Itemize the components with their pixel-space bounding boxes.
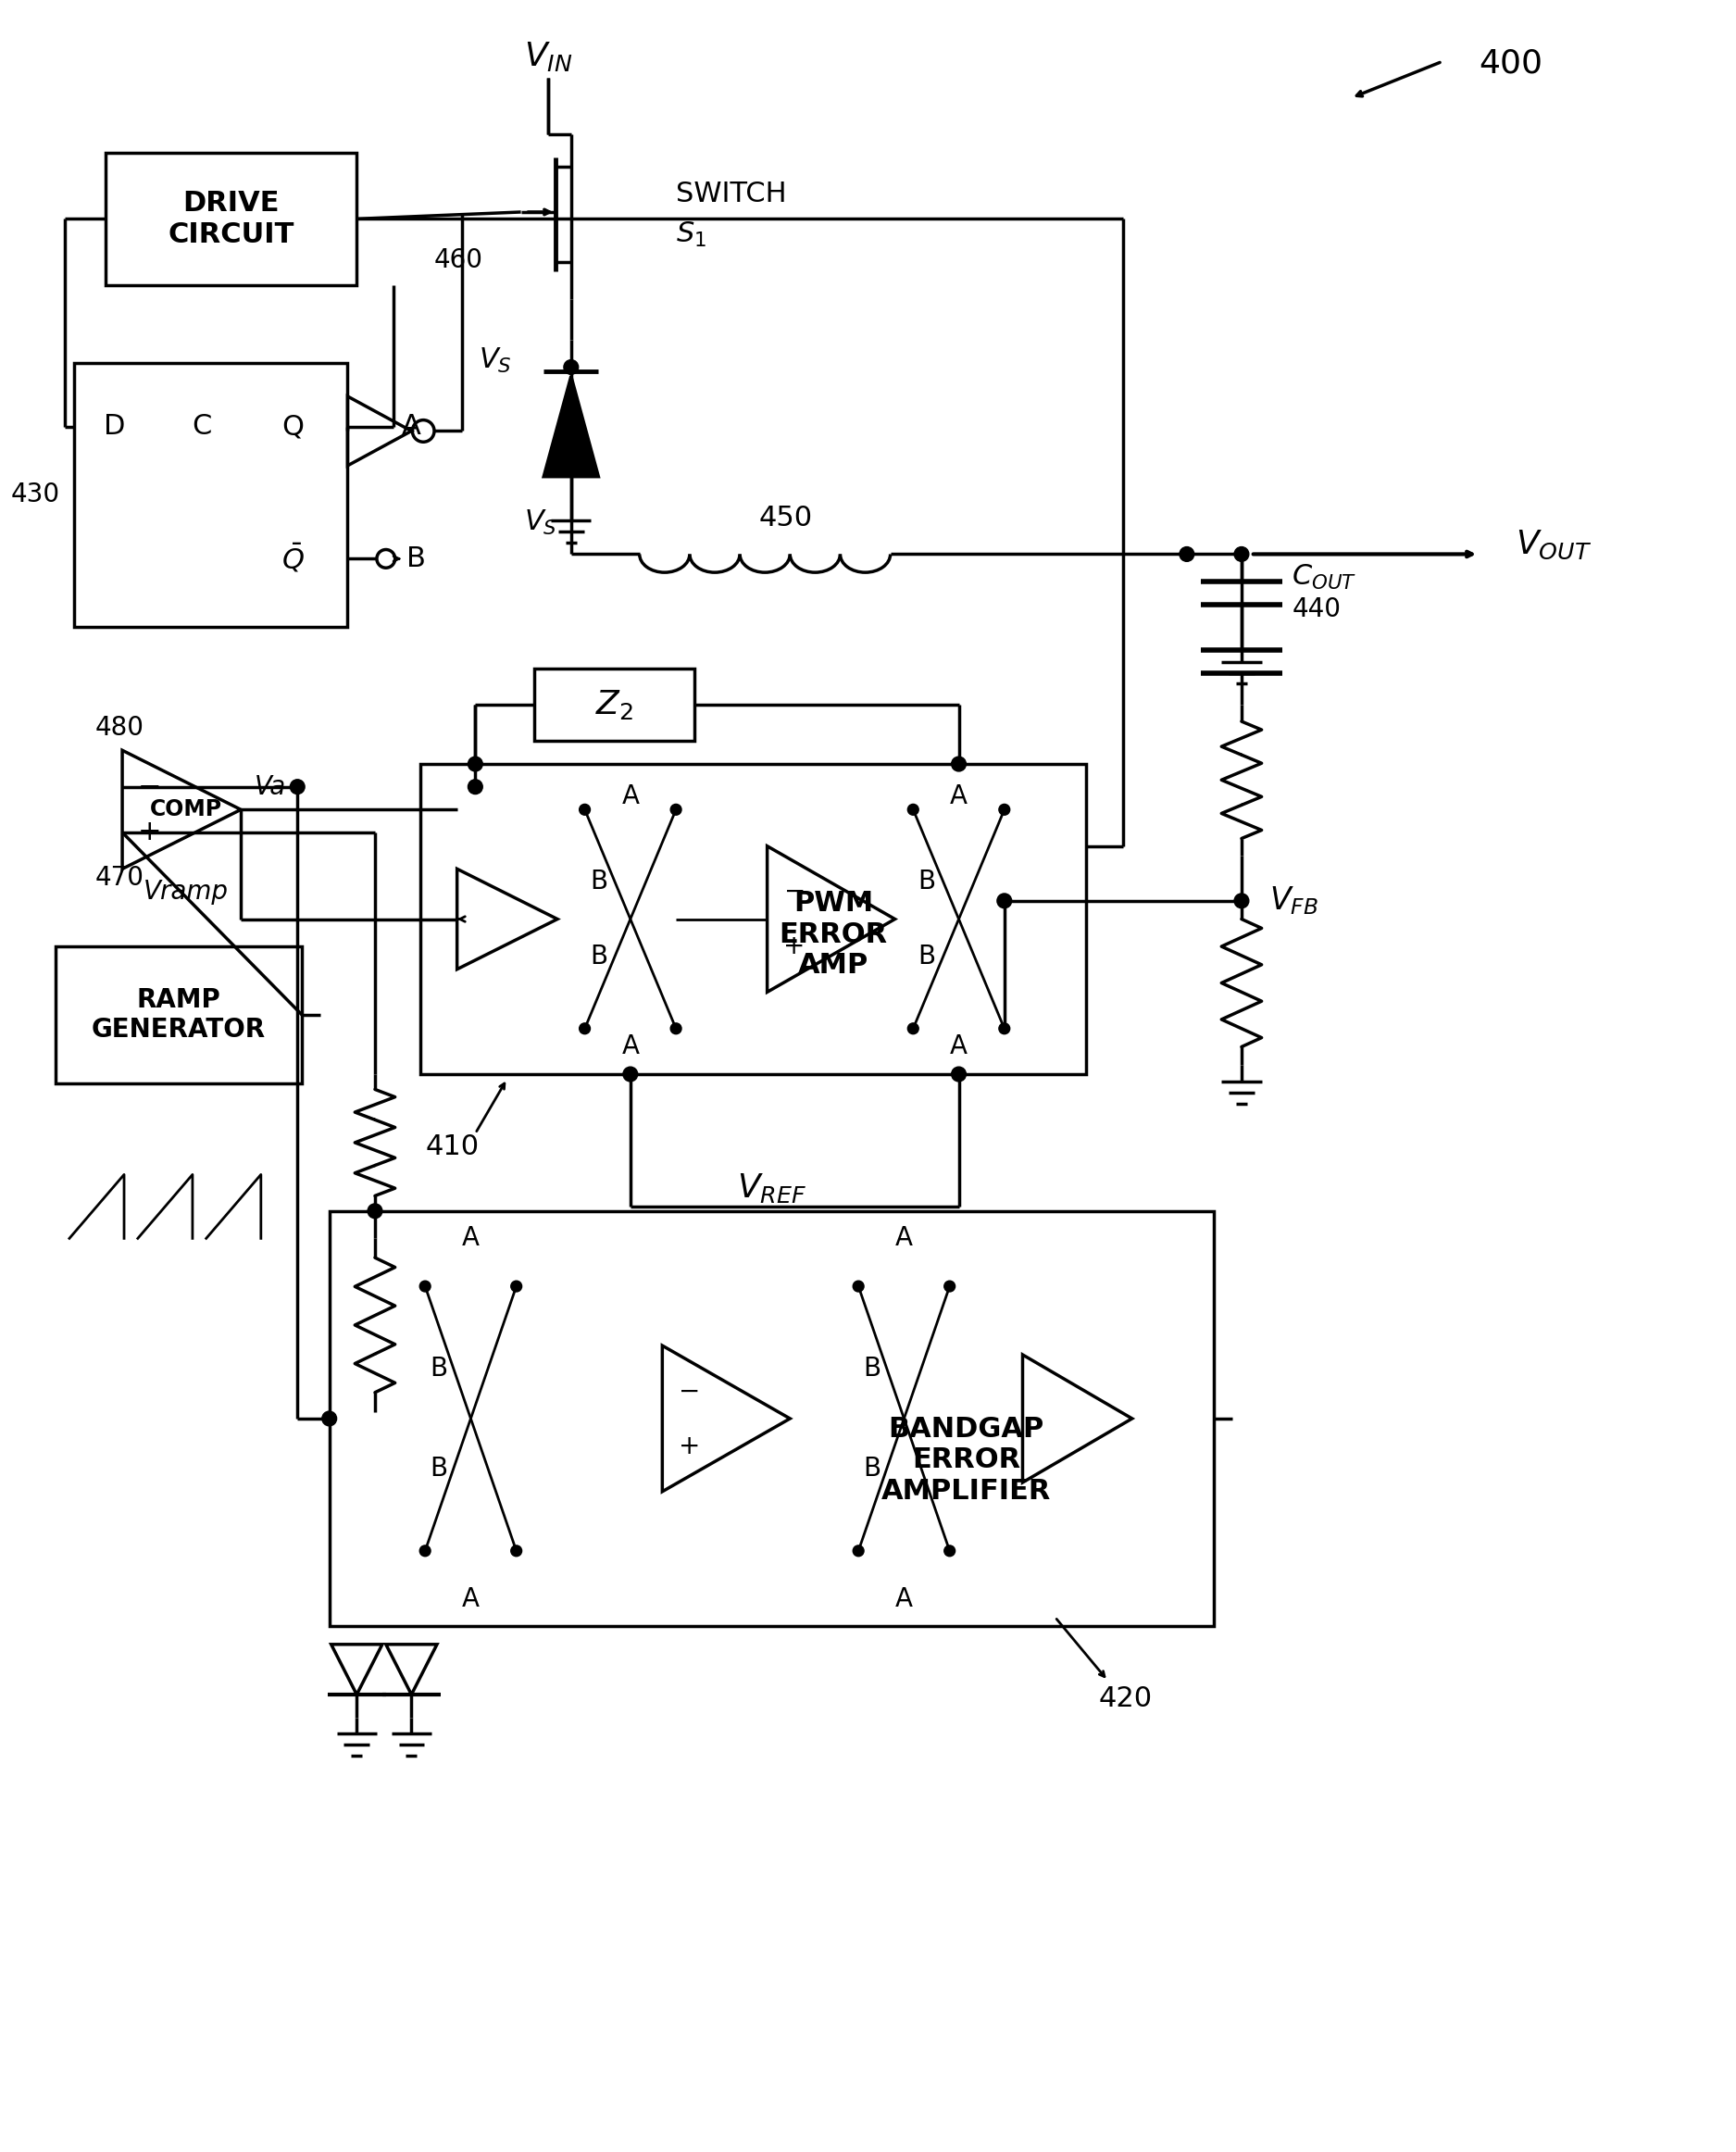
Text: Vramp: Vramp (144, 878, 229, 904)
Circle shape (852, 1280, 865, 1291)
Text: A: A (621, 1033, 639, 1059)
Circle shape (998, 805, 1010, 816)
Circle shape (908, 805, 918, 816)
Text: A: A (950, 783, 967, 809)
Circle shape (908, 1022, 918, 1033)
Text: 440: 440 (1292, 596, 1340, 622)
Text: Va: Va (255, 775, 286, 801)
Text: B: B (918, 869, 936, 895)
Text: DRIVE
CIRCUIT: DRIVE CIRCUIT (168, 189, 295, 247)
Circle shape (469, 758, 483, 770)
Polygon shape (543, 377, 599, 476)
Circle shape (670, 1022, 682, 1033)
Circle shape (944, 1545, 955, 1556)
Text: A: A (950, 1033, 967, 1059)
Text: B: B (863, 1455, 880, 1481)
Text: BANDGAP
ERROR
AMPLIFIER: BANDGAP ERROR AMPLIFIER (882, 1416, 1052, 1504)
Text: 410: 410 (425, 1134, 479, 1160)
Circle shape (580, 1022, 590, 1033)
Text: A: A (462, 1224, 479, 1250)
Bar (75, 362, 347, 626)
Text: 470: 470 (95, 865, 144, 891)
Text: Q: Q (281, 413, 304, 439)
Circle shape (420, 1545, 431, 1556)
Text: $V_{OUT}$: $V_{OUT}$ (1516, 529, 1592, 562)
Text: A: A (896, 1586, 913, 1612)
Bar (420, 764, 1087, 1074)
Text: 460: 460 (434, 247, 483, 273)
Text: $V_S$: $V_S$ (479, 346, 512, 374)
Text: 430: 430 (10, 482, 61, 508)
Bar (106, 153, 356, 284)
Text: −: − (137, 773, 161, 801)
Text: $C_{OUT}$: $C_{OUT}$ (1292, 562, 1358, 592)
Circle shape (368, 1203, 382, 1218)
Circle shape (580, 805, 590, 816)
Bar (330, 1212, 1213, 1627)
Text: +: + (137, 820, 161, 846)
Text: B: B (863, 1356, 880, 1382)
Circle shape (510, 1280, 523, 1291)
Text: A: A (621, 783, 639, 809)
Circle shape (1234, 893, 1248, 908)
Text: D: D (104, 413, 125, 439)
Circle shape (998, 1022, 1010, 1033)
Circle shape (420, 1280, 431, 1291)
Text: 400: 400 (1479, 47, 1543, 80)
Text: B: B (590, 869, 608, 895)
Text: 450: 450 (759, 504, 812, 532)
Circle shape (510, 1545, 523, 1556)
Text: A: A (896, 1224, 913, 1250)
Circle shape (996, 893, 1012, 908)
Text: SWITCH: SWITCH (675, 181, 786, 207)
Text: $V_{FB}$: $V_{FB}$ (1269, 884, 1318, 917)
Text: +: + (679, 1433, 701, 1459)
Text: B: B (431, 1455, 448, 1481)
Circle shape (323, 1412, 337, 1427)
Text: 420: 420 (1099, 1685, 1153, 1713)
Circle shape (290, 779, 306, 794)
Text: PWM
ERROR
AMP: PWM ERROR AMP (779, 891, 887, 979)
Circle shape (564, 359, 578, 374)
Circle shape (1234, 547, 1248, 562)
Text: RAMP
GENERATOR: RAMP GENERATOR (92, 988, 266, 1044)
Text: A: A (401, 413, 422, 439)
Circle shape (951, 758, 965, 770)
Circle shape (944, 1280, 955, 1291)
Text: A: A (462, 1586, 479, 1612)
Text: $S_1$: $S_1$ (675, 220, 707, 250)
Text: $V_S$: $V_S$ (524, 508, 557, 536)
Bar (535, 667, 694, 740)
Text: B: B (918, 943, 936, 968)
Text: B: B (431, 1356, 448, 1382)
Text: $V_{REF}$: $V_{REF}$ (738, 1171, 807, 1205)
Text: B: B (406, 544, 425, 572)
Circle shape (469, 779, 483, 794)
Text: 480: 480 (95, 714, 144, 740)
Circle shape (951, 1067, 965, 1082)
Text: $\bar{Q}$: $\bar{Q}$ (281, 542, 304, 575)
Text: C: C (191, 413, 212, 439)
Circle shape (623, 1067, 637, 1082)
Text: +: + (783, 934, 806, 960)
Bar (56, 947, 302, 1082)
Text: −: − (679, 1377, 700, 1403)
Circle shape (1179, 547, 1194, 562)
Text: $Z_2$: $Z_2$ (595, 689, 634, 721)
Text: $V_{IN}$: $V_{IN}$ (524, 41, 573, 73)
Text: B: B (590, 943, 608, 968)
Circle shape (852, 1545, 865, 1556)
Text: −: − (783, 878, 806, 904)
Circle shape (670, 805, 682, 816)
Text: COMP: COMP (149, 798, 222, 820)
